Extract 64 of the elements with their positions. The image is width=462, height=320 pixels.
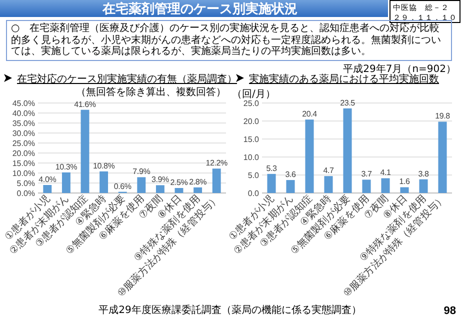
bar — [362, 180, 371, 193]
data-label: 3.6 — [285, 170, 297, 180]
data-label: 12.2% — [206, 158, 228, 168]
data-label: 3.8 — [418, 169, 430, 178]
text: 平成29年7月（n=902） — [343, 63, 456, 75]
y-tick-label: 10.0% — [12, 169, 35, 178]
data-label: 19.8 — [435, 112, 451, 121]
y-tick-label: 25.0 — [243, 99, 260, 108]
y-tick-label: 30.0% — [12, 129, 35, 138]
y-tick-label: 40.0% — [12, 109, 35, 118]
y-tick-label: 20.0 — [243, 117, 260, 126]
bar — [100, 171, 108, 193]
data-label: 4.1 — [380, 168, 392, 178]
text: 平成29年度医療課委託調査（薬局の機能に係る実態調査） — [98, 304, 362, 316]
data-label: 0.6% — [114, 182, 132, 191]
y-axis-title: （回/月） — [232, 89, 276, 100]
data-label: 41.6% — [74, 100, 96, 109]
chart-title: 実施実績のある薬局における平均実施回数 — [249, 73, 439, 85]
y-tick-label: 25.0% — [12, 139, 35, 148]
data-label: 3.9% — [151, 175, 169, 184]
chart-title: 在宅対応のケース別実施実績の有無（薬局調査） — [17, 73, 237, 85]
data-label: 1.6 — [399, 177, 411, 186]
bar — [267, 174, 276, 193]
y-tick-label: 10.0 — [243, 153, 260, 162]
data-label: 3.7 — [361, 170, 373, 179]
y-tick-label: 35.0% — [12, 119, 35, 128]
bar — [212, 168, 221, 193]
data-label: 5.3 — [266, 164, 278, 173]
bar — [62, 172, 70, 193]
bar — [174, 188, 184, 193]
data-label: 2.8% — [189, 177, 207, 186]
bar — [381, 178, 390, 193]
y-tick-label: 0.0 — [248, 189, 260, 198]
y-tick-label: 5.0% — [16, 179, 35, 188]
data-label: 20.4 — [302, 110, 318, 119]
y-tick-label: 15.0% — [12, 159, 35, 168]
bar — [343, 108, 352, 193]
data-label: 4.0% — [38, 175, 56, 184]
bar — [324, 176, 333, 193]
data-label: 7.9% — [132, 167, 150, 176]
data-label: 10.3% — [55, 162, 78, 172]
data-label: 10.8% — [92, 161, 115, 170]
bar — [286, 180, 295, 193]
text: 98 — [444, 305, 456, 317]
y-tick-label: 45.0% — [12, 99, 35, 108]
y-tick-label: 15.0 — [243, 135, 260, 144]
bar — [156, 185, 164, 193]
bar — [419, 179, 428, 193]
data-label: 23.5 — [340, 98, 356, 108]
bar — [80, 110, 90, 193]
bar — [137, 177, 146, 193]
text: 在宅薬剤管理のケース別実施状況 — [102, 1, 298, 17]
bar — [305, 120, 314, 193]
text: ○ 在宅薬剤管理（医療及び介護）のケース別の実施状況を見ると、認知症患者への対応が比較的多く見られるが、小児や末期がんの患者などへの対応も一定程度認められる。無菌製剤については、実施している薬局は限られるが、実施薬局当たりの平均実施回数は多い。 — [11, 23, 441, 57]
data-label: 2.5% — [170, 178, 188, 187]
bar — [194, 187, 202, 193]
data-label: 4.7 — [323, 166, 335, 176]
chart-subtitle: （無回答を除き算出、複数回答） — [76, 86, 226, 98]
bar — [400, 187, 409, 193]
bar — [43, 185, 52, 193]
y-tick-label: 5.0 — [248, 171, 260, 180]
y-tick-label: 20.0% — [12, 149, 35, 158]
y-tick-label: 0.0% — [16, 189, 35, 198]
bar — [438, 122, 447, 193]
